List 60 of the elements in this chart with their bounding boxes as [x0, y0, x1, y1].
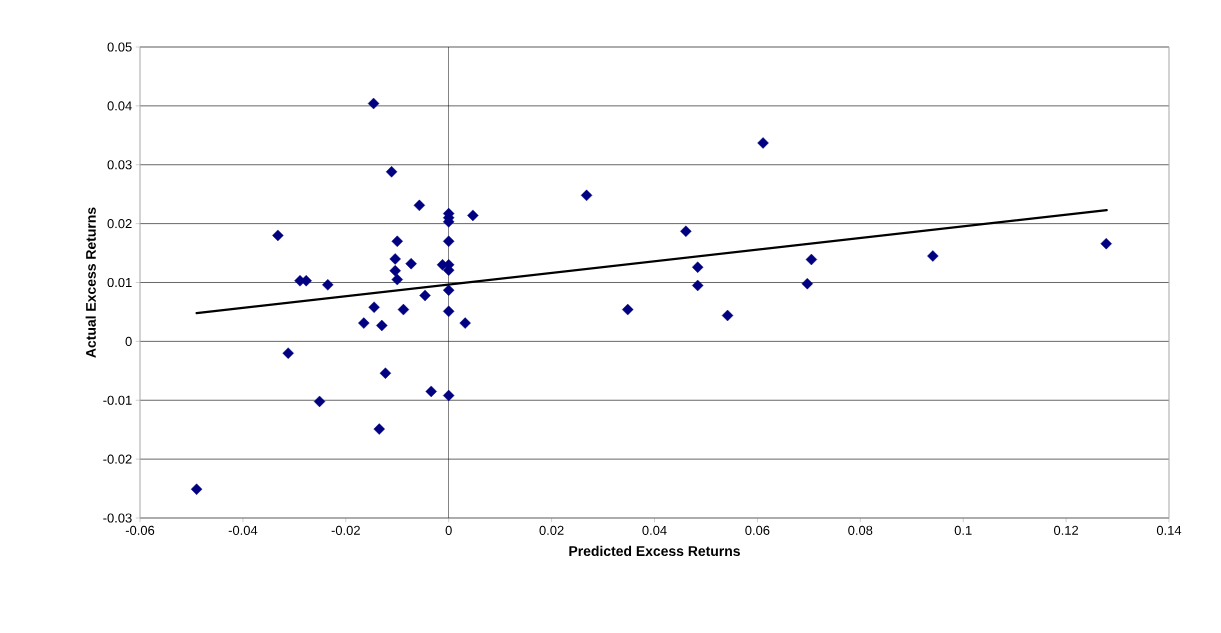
- x-tick-label: 0.14: [1156, 525, 1182, 535]
- point: [805, 253, 818, 266]
- y-tick-label: 0.05: [107, 42, 132, 52]
- point: [190, 483, 203, 495]
- y-tick-label: 0.02: [107, 219, 132, 229]
- point: [757, 137, 769, 149]
- point: [405, 257, 417, 270]
- point: [467, 209, 479, 222]
- y-tick-label: 0.04: [107, 101, 132, 111]
- point: [721, 309, 734, 322]
- point: [358, 317, 370, 329]
- point: [272, 229, 284, 242]
- point: [391, 235, 403, 247]
- point: [443, 284, 455, 296]
- point: [443, 389, 455, 402]
- x-tick-label: 0.1: [954, 525, 972, 535]
- x-tick-label: -0.06: [125, 525, 155, 535]
- point: [376, 319, 388, 332]
- point: [389, 265, 401, 277]
- x-tick-label: 0: [445, 525, 452, 535]
- point: [801, 277, 813, 290]
- x-tick-label: 0.02: [539, 525, 564, 535]
- y-tick-label: 0: [125, 336, 132, 346]
- point: [927, 250, 939, 262]
- point: [443, 235, 455, 247]
- point: [419, 289, 431, 302]
- point: [425, 385, 437, 398]
- x-axis-title: Predicted Excess Returns: [569, 545, 740, 557]
- point: [397, 303, 410, 316]
- point: [1100, 237, 1112, 250]
- point: [443, 305, 455, 318]
- point: [459, 317, 471, 329]
- point: [389, 253, 401, 265]
- point: [413, 199, 426, 212]
- point: [282, 347, 294, 359]
- point: [680, 225, 692, 237]
- y-tick-label: -0.01: [103, 395, 132, 405]
- point: [391, 273, 403, 286]
- x-tick-label: -0.04: [228, 525, 258, 535]
- point: [622, 303, 634, 316]
- point: [692, 279, 704, 292]
- y-tick-label: 0.03: [107, 160, 132, 170]
- point: [379, 367, 392, 379]
- x-tick-label: 0.04: [642, 525, 667, 535]
- x-tick-label: 0.08: [848, 525, 873, 535]
- point: [322, 279, 334, 291]
- y-tick-label: 0.01: [107, 277, 132, 288]
- x-tick-label: -0.02: [331, 525, 360, 535]
- x-tick-label: 0.12: [1053, 525, 1079, 535]
- y-tick-label: -0.02: [103, 454, 132, 464]
- point: [367, 97, 380, 110]
- point: [313, 395, 326, 408]
- point: [692, 261, 704, 273]
- y-tick-label: -0.03: [103, 513, 132, 523]
- point: [580, 189, 593, 202]
- x-tick-label: 0.06: [745, 525, 770, 535]
- point: [368, 301, 380, 313]
- point: [385, 166, 398, 178]
- y-axis-title: Actual Excess Returns: [85, 207, 96, 358]
- point: [373, 423, 385, 435]
